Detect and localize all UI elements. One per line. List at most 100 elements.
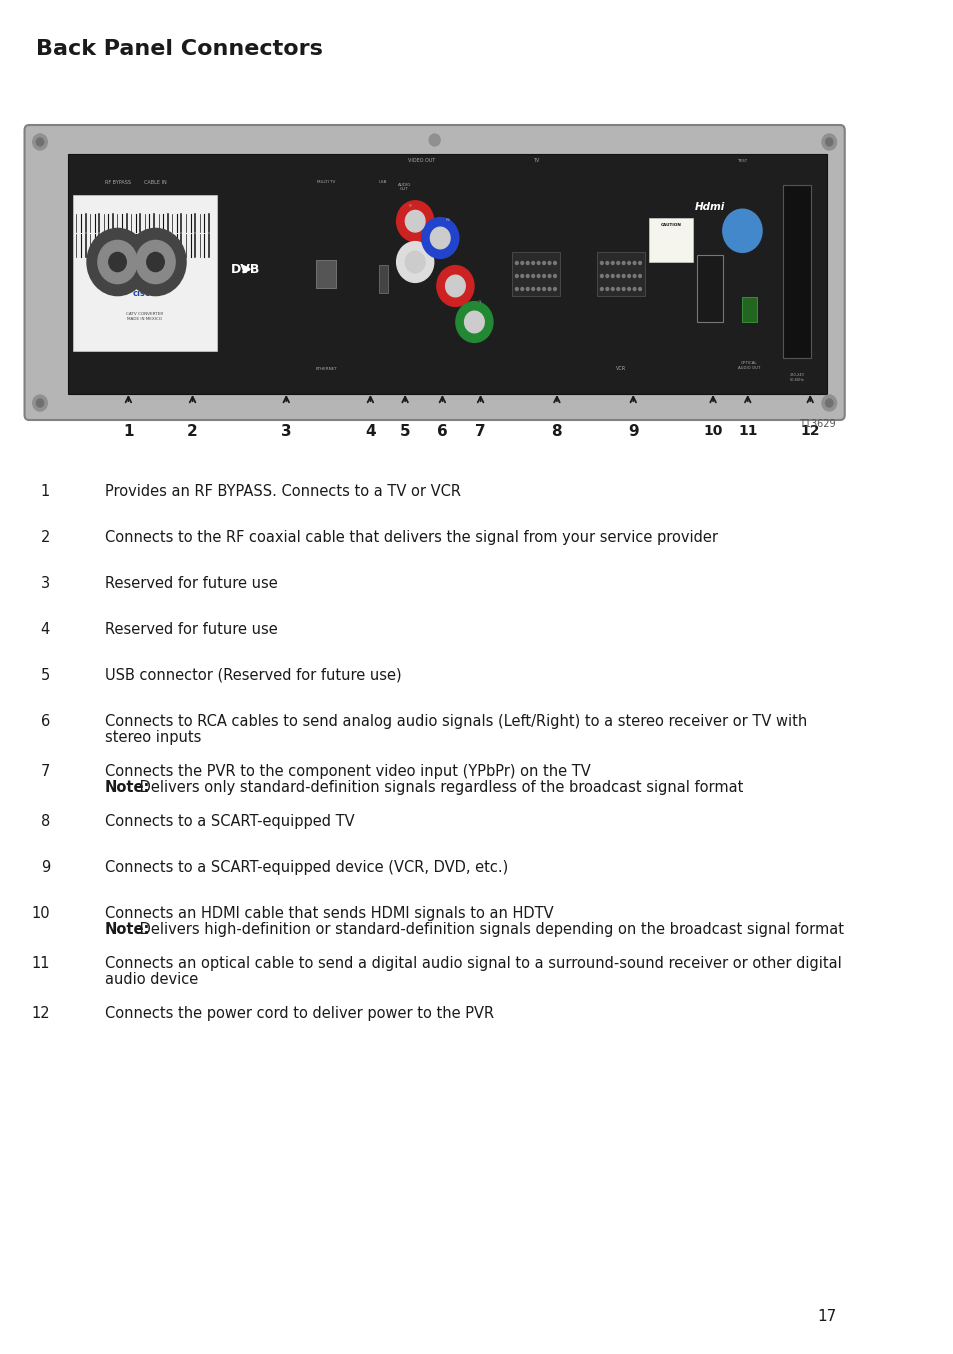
Text: stereo inputs: stereo inputs [105, 730, 201, 745]
Circle shape [515, 275, 517, 278]
Circle shape [611, 287, 614, 291]
Circle shape [638, 261, 640, 264]
Text: 7: 7 [41, 764, 50, 779]
Circle shape [627, 275, 630, 278]
Text: USB connector (Reserved for future use): USB connector (Reserved for future use) [105, 668, 401, 682]
Circle shape [36, 399, 44, 408]
Text: Pr: Pr [408, 204, 412, 207]
Circle shape [429, 134, 439, 146]
Circle shape [824, 399, 832, 408]
Circle shape [821, 134, 836, 150]
Circle shape [611, 275, 614, 278]
Text: Reserved for future use: Reserved for future use [105, 575, 277, 590]
Text: CABLE IN: CABLE IN [144, 180, 167, 185]
Circle shape [445, 275, 465, 297]
Circle shape [617, 287, 618, 291]
Circle shape [621, 287, 624, 291]
Circle shape [430, 227, 450, 249]
Text: 2: 2 [41, 529, 50, 546]
Circle shape [421, 218, 458, 259]
Circle shape [537, 287, 539, 291]
Text: Delivers only standard-definition signals regardless of the broadcast signal for: Delivers only standard-definition signal… [135, 780, 743, 795]
Text: 10: 10 [31, 906, 50, 921]
Text: ETHERNET: ETHERNET [315, 367, 336, 371]
Circle shape [638, 275, 640, 278]
Text: Provides an RF BYPASS. Connects to a TV or VCR: Provides an RF BYPASS. Connects to a TV … [105, 483, 460, 500]
Text: Y: Y [477, 299, 480, 303]
Circle shape [520, 261, 523, 264]
Circle shape [605, 261, 608, 264]
Bar [68, 154, 826, 394]
Circle shape [548, 275, 550, 278]
Text: 10: 10 [702, 424, 722, 437]
Text: DVB: DVB [231, 263, 259, 276]
Text: Connects to a SCART-equipped TV: Connects to a SCART-equipped TV [105, 814, 354, 829]
Circle shape [633, 287, 636, 291]
Text: 8: 8 [551, 424, 561, 439]
Text: VCR: VCR [616, 366, 625, 371]
Circle shape [87, 229, 148, 295]
Circle shape [531, 261, 534, 264]
Circle shape [553, 261, 556, 264]
Circle shape [621, 275, 624, 278]
Text: 17: 17 [816, 1309, 836, 1324]
Circle shape [537, 275, 539, 278]
Text: 6: 6 [41, 714, 50, 728]
Text: Delivers high-definition or standard-definition signals depending on the broadca: Delivers high-definition or standard-def… [135, 922, 843, 937]
Circle shape [526, 261, 529, 264]
Bar [648, 218, 692, 263]
Text: 9: 9 [41, 860, 50, 875]
Circle shape [436, 265, 474, 306]
Circle shape [605, 275, 608, 278]
Text: 3: 3 [41, 575, 50, 590]
Circle shape [621, 261, 624, 264]
Text: 6: 6 [436, 424, 447, 439]
Text: 1: 1 [123, 424, 133, 439]
Bar [741, 297, 756, 322]
Text: AUDIO
OUT: AUDIO OUT [397, 183, 411, 191]
Circle shape [599, 261, 602, 264]
Text: 8: 8 [41, 814, 50, 829]
Bar [782, 185, 810, 357]
Circle shape [531, 275, 534, 278]
Circle shape [548, 261, 550, 264]
Circle shape [617, 275, 618, 278]
Circle shape [520, 275, 523, 278]
Bar [316, 260, 336, 288]
Circle shape [617, 261, 618, 264]
Text: 1: 1 [41, 483, 50, 500]
Text: 7: 7 [475, 424, 485, 439]
Circle shape [542, 275, 545, 278]
Circle shape [553, 287, 556, 291]
Circle shape [526, 287, 529, 291]
Text: Back Panel Connectors: Back Panel Connectors [36, 39, 323, 60]
Text: Note:: Note: [105, 922, 150, 937]
Text: 11: 11 [31, 956, 50, 971]
Text: Hdmi: Hdmi [694, 202, 724, 211]
Circle shape [520, 287, 523, 291]
Text: RF BYPASS: RF BYPASS [105, 180, 131, 185]
Circle shape [405, 252, 424, 272]
Circle shape [36, 138, 44, 146]
Circle shape [542, 287, 545, 291]
Text: 220-240
50-60Hz: 220-240 50-60Hz [789, 374, 803, 382]
Text: 3: 3 [281, 424, 292, 439]
Circle shape [599, 275, 602, 278]
Text: 9: 9 [627, 424, 638, 439]
Circle shape [515, 287, 517, 291]
Bar [72, 195, 216, 351]
Circle shape [627, 261, 630, 264]
Text: CAUTION: CAUTION [659, 223, 680, 227]
Circle shape [531, 287, 534, 291]
Circle shape [599, 287, 602, 291]
Text: Connects an optical cable to send a digital audio signal to a surround-sound rec: Connects an optical cable to send a digi… [105, 956, 841, 971]
Circle shape [147, 252, 164, 272]
Text: USB: USB [378, 180, 387, 184]
Text: Connects to RCA cables to send analog audio signals (Left/Right) to a stereo rec: Connects to RCA cables to send analog au… [105, 714, 806, 728]
Circle shape [611, 261, 614, 264]
Text: TEST: TEST [737, 158, 747, 162]
Text: 11: 11 [738, 424, 757, 437]
Circle shape [722, 210, 761, 252]
Circle shape [32, 395, 48, 412]
Bar [697, 255, 721, 322]
